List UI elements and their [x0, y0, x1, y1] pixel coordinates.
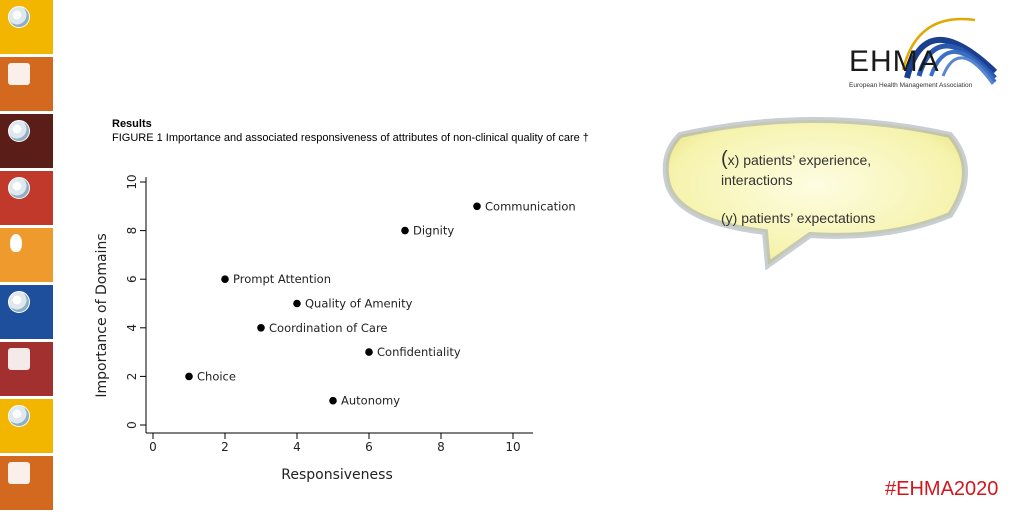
sidebar-tile — [0, 171, 54, 225]
speech-bubble-shape — [662, 117, 968, 271]
sidebar-tile — [0, 114, 54, 168]
x-tick-label: 6 — [365, 440, 373, 454]
logo-wordmark: EHMA — [849, 45, 940, 78]
logo-subtitle: European Health Management Association — [849, 82, 973, 89]
puzzle-icon — [8, 63, 30, 85]
data-point-label: Confidentiality — [377, 345, 461, 359]
y-tick-label: 0 — [125, 421, 139, 429]
data-point — [257, 324, 265, 332]
data-point — [185, 372, 193, 381]
data-point — [473, 202, 481, 211]
ehma-logo-arcs — [901, 17, 998, 85]
data-point — [221, 275, 229, 283]
data-point-label: Autonomy — [341, 394, 400, 408]
data-point — [293, 299, 301, 308]
x-tick-label: 8 — [437, 440, 445, 454]
sidebar-tile — [0, 399, 54, 453]
sidebar — [0, 0, 54, 512]
y-tick-label: 10 — [125, 174, 139, 189]
callout-line-interactions: interactions — [721, 172, 793, 188]
sidebar-tile — [0, 285, 54, 339]
y-tick-label: 2 — [125, 373, 139, 381]
sidebar-tile — [0, 57, 54, 111]
data-point — [401, 226, 409, 235]
globe-icon — [8, 6, 30, 28]
person-icon — [10, 234, 22, 252]
puzzle-icon — [8, 462, 30, 484]
speech-bubble — [662, 117, 968, 271]
figure-caption: FIGURE 1 Importance and associated respo… — [112, 132, 589, 144]
y-tick-label: 8 — [125, 227, 139, 235]
data-point-label: Choice — [197, 369, 236, 383]
x-axis-title: Responsiveness — [281, 467, 393, 483]
data-point-label: Prompt Attention — [233, 272, 331, 286]
sidebar-tile — [0, 228, 54, 282]
data-point-label: Quality of Amenity — [305, 297, 413, 311]
sidebar-tile — [0, 456, 54, 510]
y-tick-label: 4 — [125, 324, 139, 332]
event-hashtag: #EHMA2020 — [885, 478, 999, 500]
data-point-label: Dignity — [413, 224, 454, 238]
data-point — [329, 396, 337, 405]
results-label: Results — [112, 118, 152, 130]
y-tick-label: 6 — [125, 275, 139, 283]
callout-line-x: (x) patients’ experience, — [721, 148, 872, 170]
x-tick-label: 0 — [149, 440, 157, 454]
sidebar-tile — [0, 342, 54, 396]
x-tick-label: 2 — [221, 440, 229, 454]
globe-icon — [8, 291, 30, 313]
data-point-label: Communication — [485, 199, 576, 213]
data-point — [365, 348, 373, 356]
y-axis-title: Importance of Domains — [94, 233, 110, 397]
sidebar-tile — [0, 0, 54, 54]
globe-icon — [8, 120, 30, 142]
x-tick-label: 10 — [505, 440, 520, 454]
x-tick-label: 4 — [293, 440, 301, 454]
callout-line-y: (y) patients’ expectations — [721, 210, 876, 226]
phone-icon — [8, 348, 30, 370]
scatter-chart: 0 2 4 6 8 10 0 2 4 6 8 10 Responsiveness Importance o… — [94, 174, 576, 483]
globe-icon — [8, 405, 30, 427]
data-point-label: Coordination of Care — [269, 321, 388, 335]
globe-icon — [8, 177, 30, 199]
